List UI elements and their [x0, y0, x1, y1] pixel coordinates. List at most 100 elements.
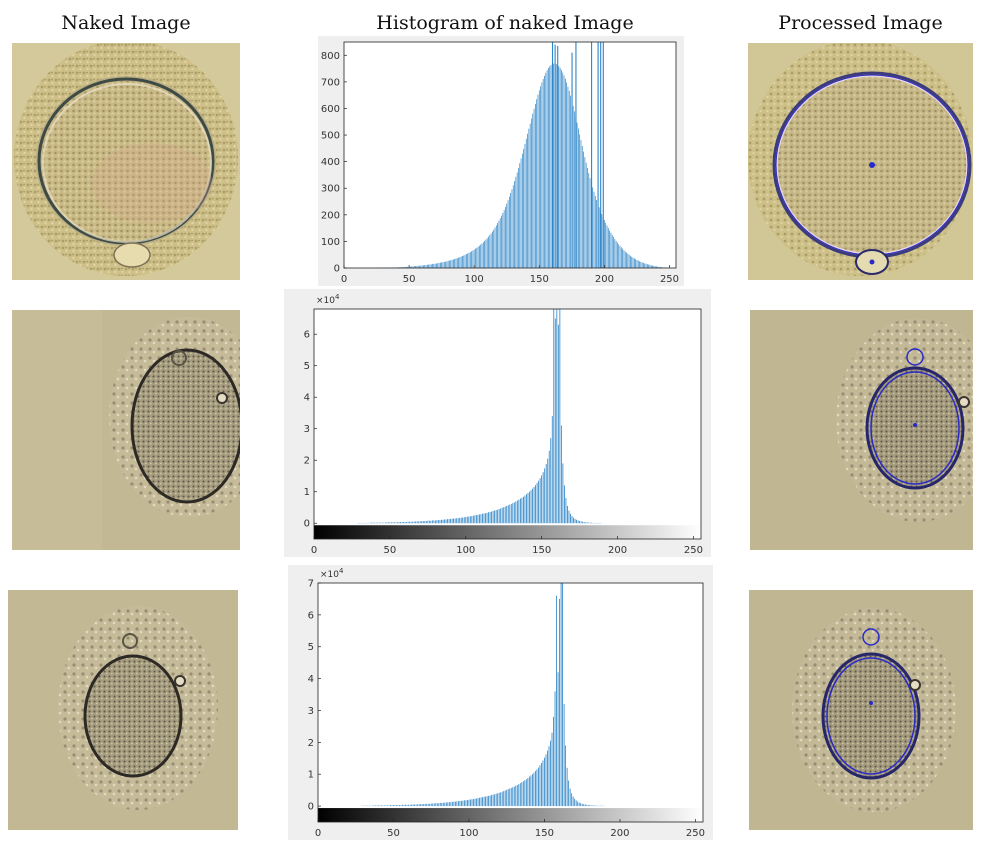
histogram-bar — [397, 805, 399, 807]
histogram-bar — [519, 163, 521, 268]
histogram-bar — [575, 42, 577, 268]
histogram-bar — [471, 799, 473, 807]
histogram-bar — [504, 790, 506, 807]
histogram-bar — [447, 802, 449, 807]
histogram-bar — [513, 786, 515, 807]
plot-area — [314, 309, 701, 539]
histogram-bar — [410, 521, 412, 524]
histogram-bar — [510, 193, 512, 268]
histogram-bar — [477, 514, 479, 524]
x-tick-label: 50 — [384, 545, 397, 556]
histogram-bar — [451, 801, 453, 807]
histogram-bar — [531, 774, 533, 807]
histogram-bar — [592, 805, 594, 807]
histogram-bar — [536, 482, 538, 524]
histogram-bar — [532, 113, 534, 268]
histogram-bar — [480, 244, 482, 268]
histogram-bar — [439, 262, 441, 268]
histogram-bar — [510, 504, 512, 524]
histogram-bar — [653, 265, 655, 268]
histogram-bar — [450, 801, 452, 807]
histogram-bar — [460, 256, 462, 268]
histogram-bar — [544, 468, 546, 524]
histogram-bar — [508, 196, 510, 268]
histogram-bar — [424, 265, 426, 268]
histogram-bar — [453, 801, 455, 807]
histogram-bar — [650, 265, 652, 268]
histogram-bar — [588, 522, 590, 524]
x-tick-label: 200 — [610, 828, 629, 839]
histogram-bar — [516, 172, 518, 268]
histogram-bar — [635, 259, 636, 268]
histogram-bar — [626, 252, 627, 268]
histogram-bar — [501, 215, 502, 268]
histogram-bar — [419, 521, 421, 524]
histogram-bar — [586, 804, 588, 807]
histogram-bar — [536, 99, 538, 268]
histogram-bar — [518, 784, 520, 807]
histogram-bar — [585, 162, 587, 268]
histogram-bar — [373, 805, 375, 807]
histogram-bar — [654, 266, 656, 268]
histogram-bar — [503, 791, 505, 807]
histogram-bar — [483, 513, 485, 524]
x-tick-label: 250 — [684, 545, 703, 556]
histogram-bar — [553, 716, 554, 807]
histogram-bar — [482, 513, 483, 524]
naked-image-2 — [12, 310, 240, 550]
histogram-bar — [495, 793, 497, 807]
histogram-bar — [492, 794, 494, 807]
histogram-bar — [485, 513, 486, 524]
histogram-bar — [513, 502, 515, 524]
histogram-bar — [640, 261, 642, 268]
histogram-bar — [444, 802, 446, 807]
x-tick-label: 100 — [465, 274, 484, 285]
histogram-bar — [395, 522, 397, 524]
histogram-chart-1: 0 50 100 150 200 250 0 100 200 300 400 500 600 700 800 — [321, 41, 679, 285]
histogram-bar — [564, 78, 566, 268]
histogram-bar — [648, 264, 650, 268]
histogram-bar — [441, 262, 443, 268]
histogram-bar — [374, 522, 376, 524]
histogram-bar — [482, 797, 483, 807]
histogram-bar — [582, 521, 584, 524]
histogram-bar — [497, 793, 499, 807]
histogram-bar — [416, 521, 418, 524]
x-tick-label: 150 — [535, 828, 554, 839]
histogram-bar — [501, 791, 503, 807]
histogram-bar — [447, 260, 449, 268]
x-tick-label: 250 — [686, 828, 705, 839]
histogram-bar — [573, 517, 574, 524]
histogram-bar — [568, 510, 570, 524]
histogram-bar — [469, 252, 471, 268]
y-tick-label: 7 — [308, 579, 314, 590]
histogram-bar — [527, 133, 528, 268]
histogram-bar — [430, 520, 432, 524]
histogram-bar — [459, 517, 461, 524]
histogram-bar — [656, 266, 657, 268]
histogram-bar — [495, 510, 497, 524]
histogram-bar — [471, 516, 473, 524]
histogram-bar — [413, 521, 415, 524]
histogram-bar — [499, 218, 501, 268]
histogram-bar — [412, 521, 414, 524]
x-tick-label: 250 — [660, 274, 679, 285]
histogram-bar — [448, 519, 450, 524]
y-tick-label: 5 — [308, 642, 314, 653]
histogram-bar — [434, 520, 436, 524]
histogram-bar — [501, 507, 503, 524]
histogram-bar — [549, 66, 551, 268]
histogram-bar — [559, 67, 561, 268]
histogram-bar — [372, 522, 374, 524]
histogram-bar — [641, 262, 643, 268]
histogram-bar — [605, 222, 607, 268]
histogram-bar — [461, 800, 462, 807]
x-tick-label: 0 — [341, 274, 347, 285]
histogram-bar — [503, 507, 505, 524]
histogram-bar — [507, 505, 509, 524]
histogram-bar — [456, 801, 458, 807]
histogram-bar — [489, 511, 491, 524]
histogram-bar — [488, 236, 489, 268]
histogram-bar — [492, 231, 493, 268]
histogram-bar — [417, 804, 419, 807]
